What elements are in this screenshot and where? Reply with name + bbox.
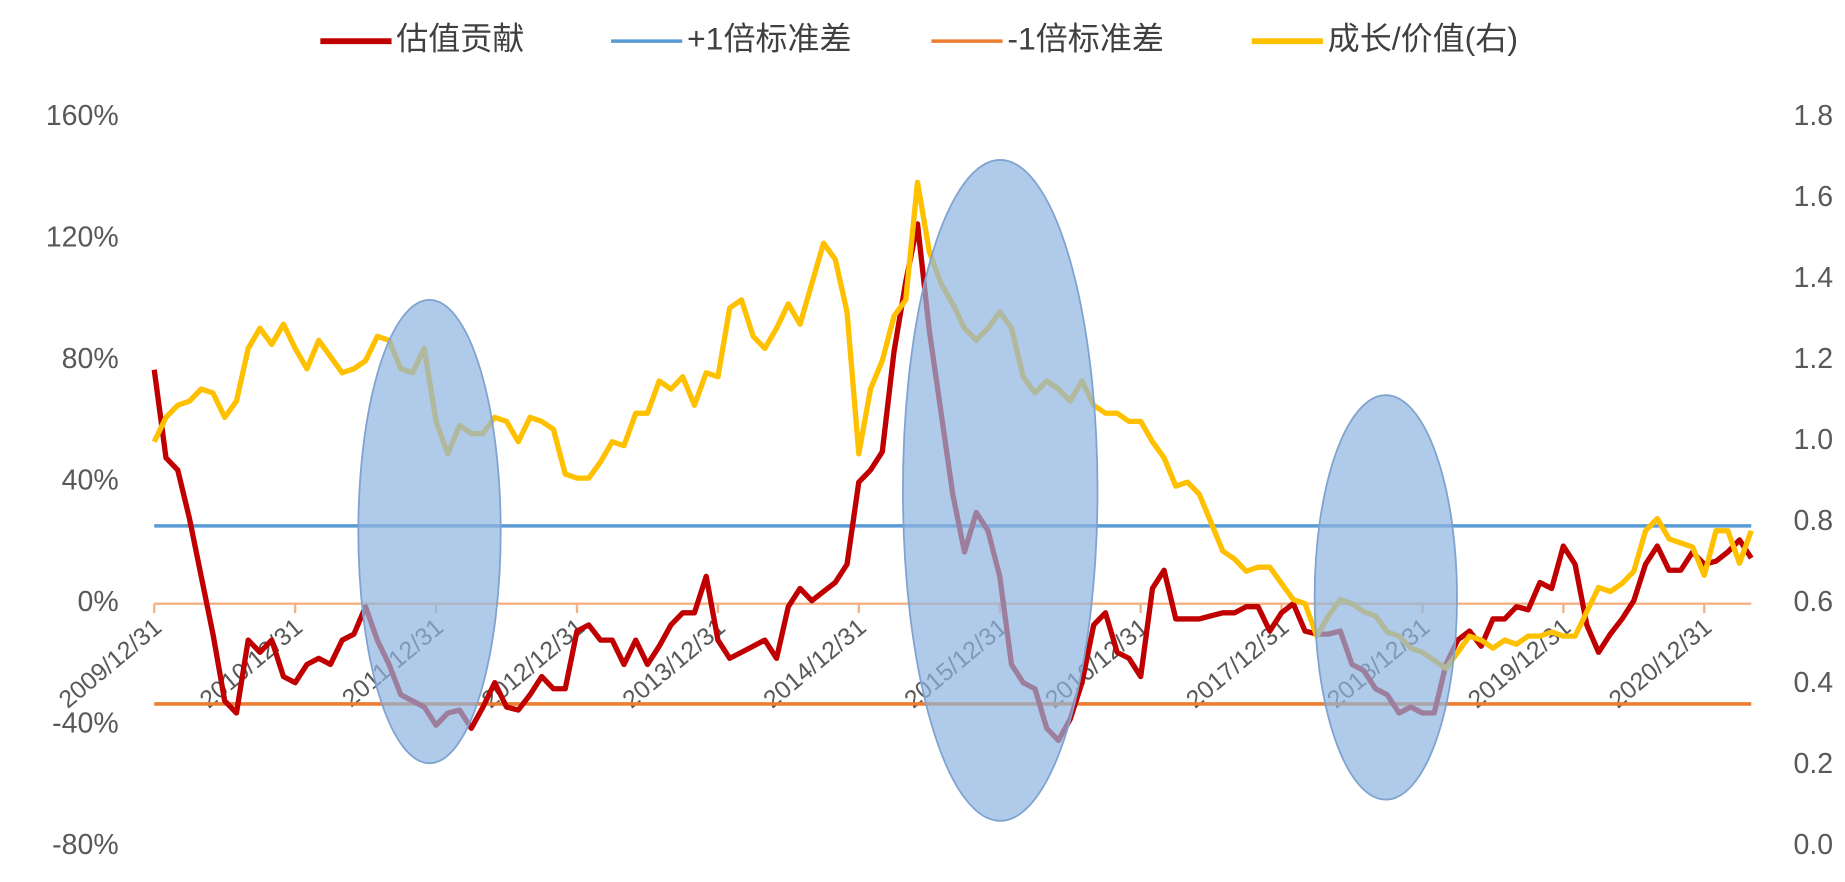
highlight-ellipse [1313, 394, 1458, 801]
x-tick-label: 2014/12/31 [759, 614, 872, 714]
highlight-ellipse [902, 159, 1099, 822]
y-tick-label: -40% [52, 708, 118, 740]
y2-tick-label: 1.8 [1794, 100, 1834, 132]
y-tick-label: 80% [62, 343, 119, 375]
y2-tick-label: 1.6 [1794, 181, 1834, 213]
x-tick-label: 2020/12/31 [1604, 614, 1717, 714]
y2-tick-label: 0.2 [1794, 748, 1834, 780]
y-tick-label: 0% [77, 586, 118, 618]
y2-tick-label: 1.0 [1794, 424, 1834, 456]
x-tick-label: 2017/12/31 [1181, 614, 1294, 714]
y-tick-label: -80% [52, 829, 118, 861]
y2-tick-label: 0.0 [1794, 829, 1834, 861]
y-tick-label: 160% [46, 100, 119, 132]
legend-label: +1倍标准差 [687, 21, 852, 57]
y2-tick-label: 0.6 [1794, 586, 1834, 618]
y2-tick-label: 1.2 [1794, 343, 1834, 375]
y-tick-label: 120% [46, 222, 119, 254]
x-tick-label: 2019/12/31 [1463, 614, 1576, 714]
x-tick-label: 2009/12/31 [54, 614, 167, 714]
legend: 估值贡献 +1倍标准差 -1倍标准差 成长/价值(右) [320, 21, 1518, 57]
legend-label: 估值贡献 [396, 21, 524, 57]
y2-tick-label: 0.8 [1794, 505, 1834, 537]
y2-tick-label: 1.4 [1794, 262, 1834, 294]
legend-label: 成长/价值(右) [1328, 21, 1518, 57]
highlight-ellipses [357, 159, 1458, 822]
y-tick-label: 40% [62, 465, 119, 497]
y2-tick-label: 0.4 [1794, 667, 1834, 699]
legend-label: -1倍标准差 [1007, 21, 1164, 57]
highlight-ellipse [357, 298, 502, 765]
